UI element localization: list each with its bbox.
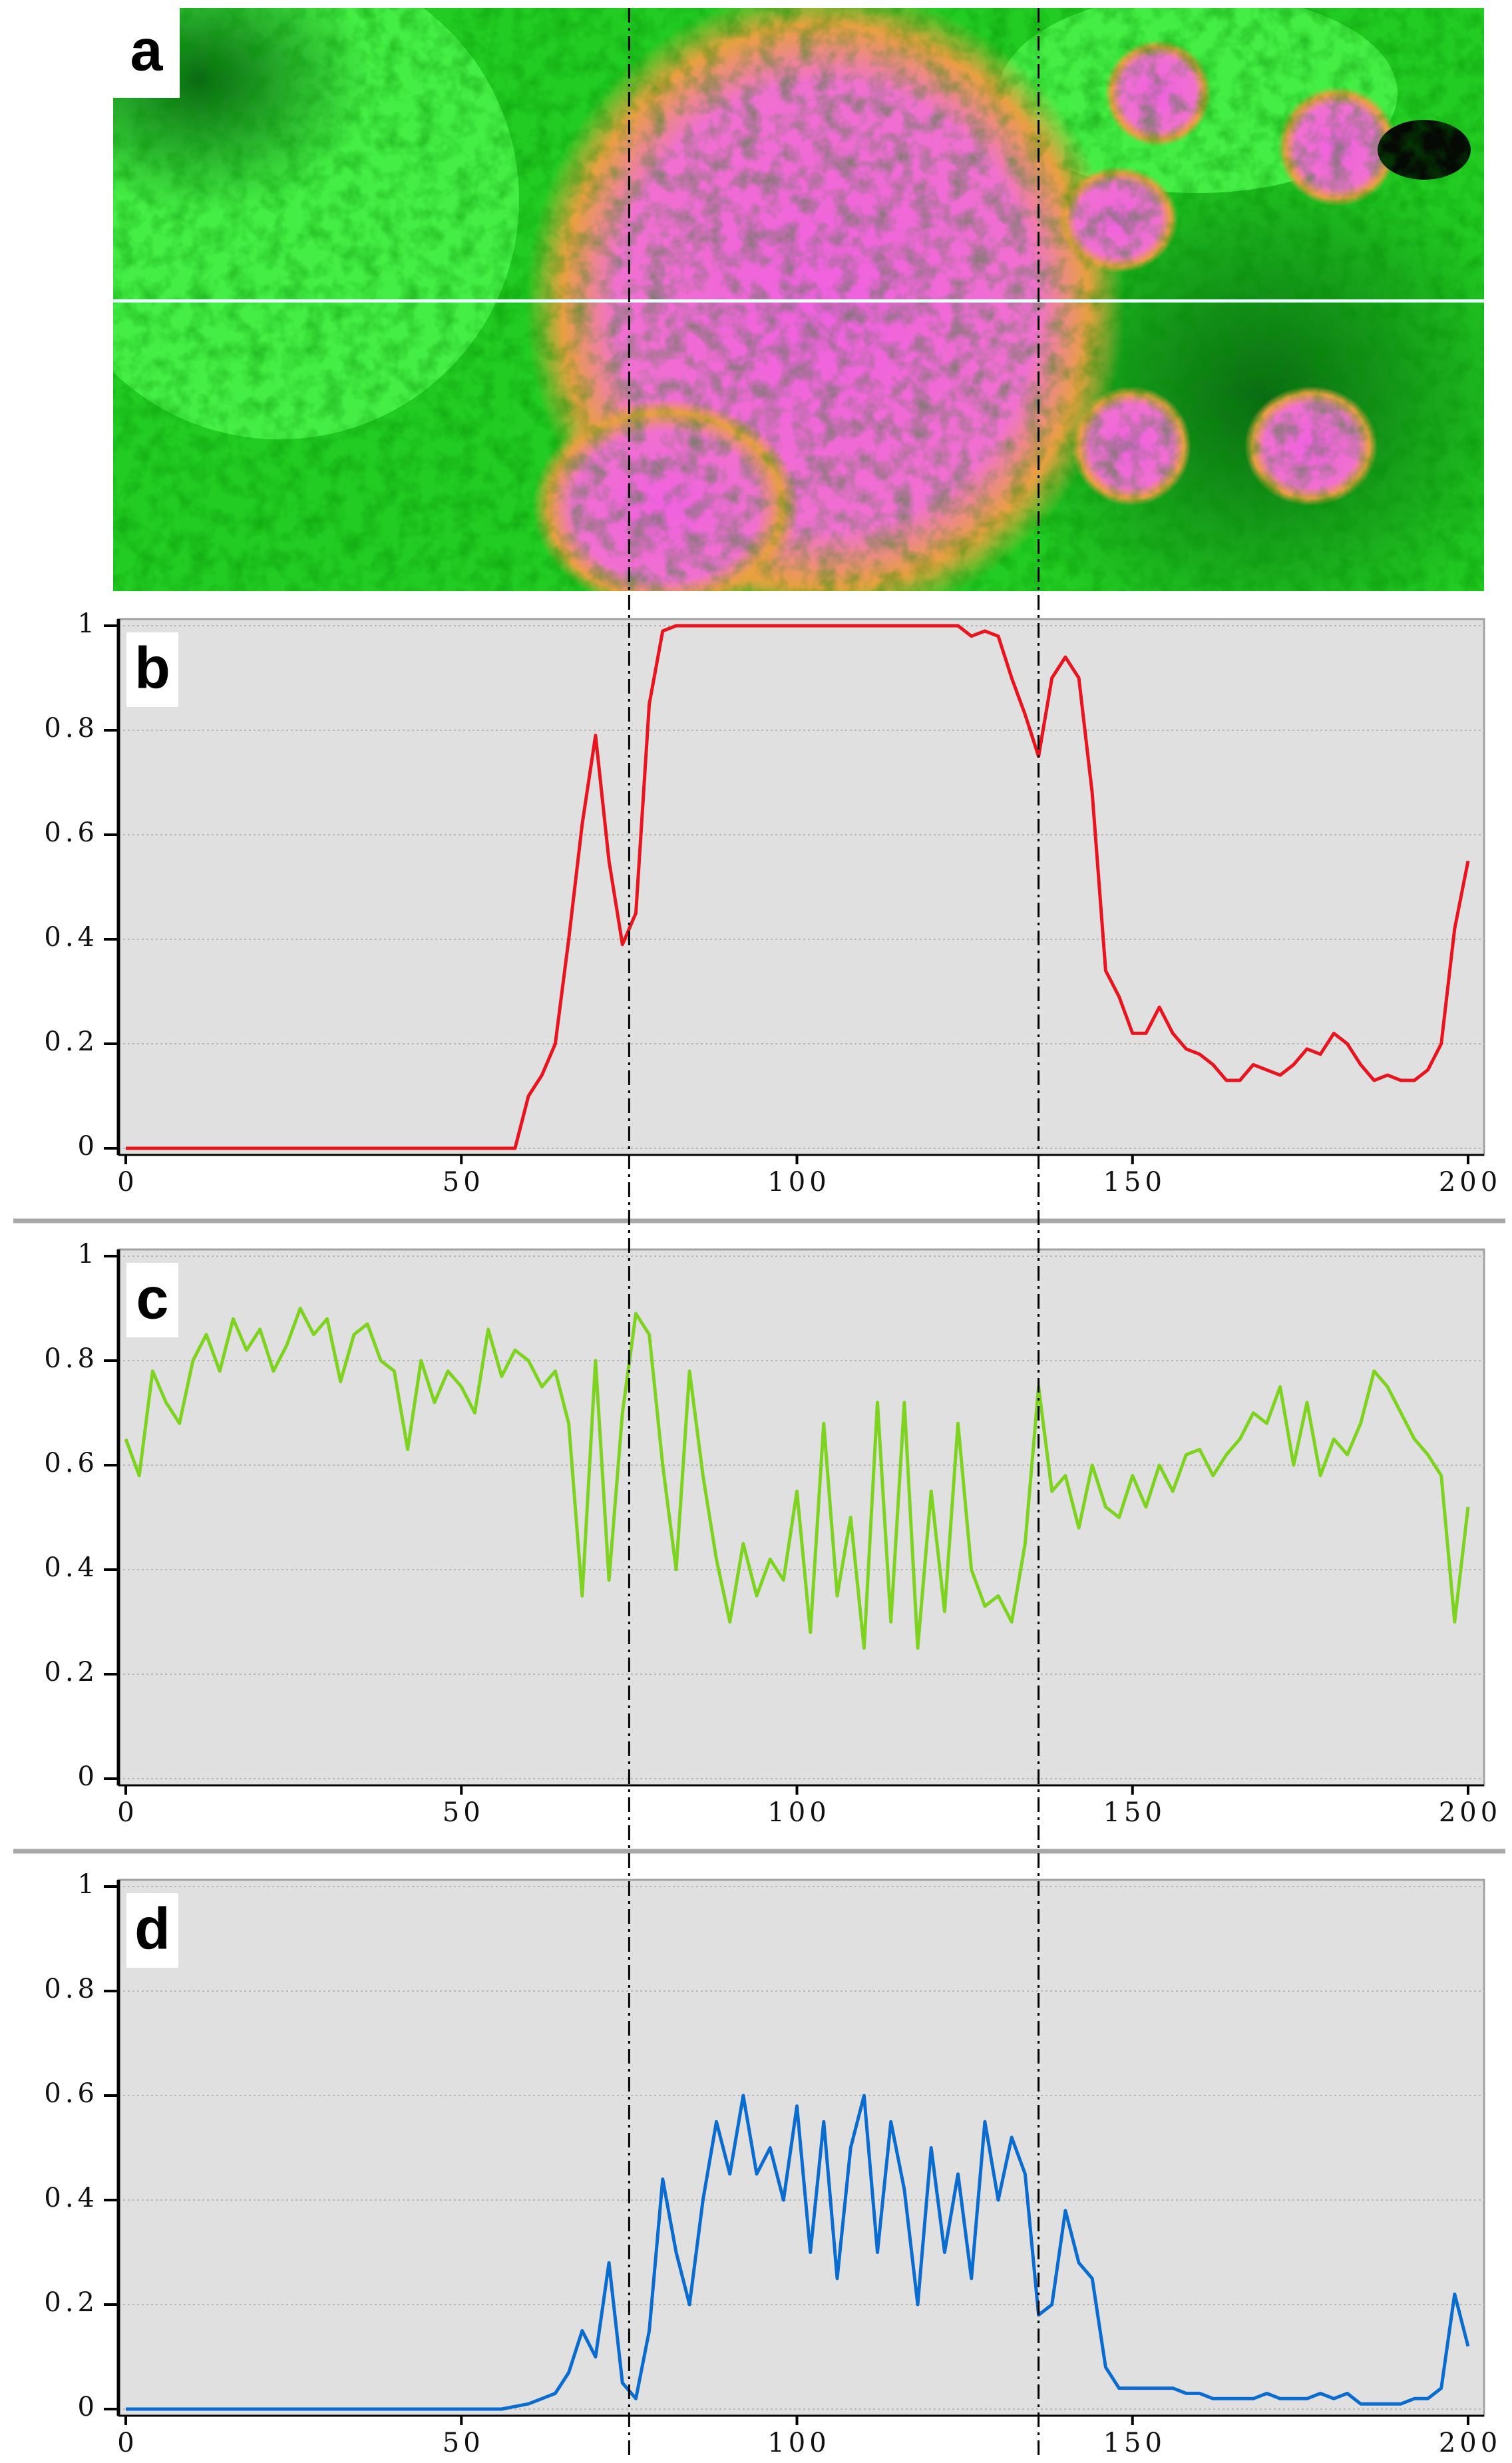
plot-area — [117, 1248, 1485, 1787]
panel-label-box — [126, 632, 178, 707]
x-tick-label: 100 — [767, 2428, 830, 2458]
y-tick-label: 0 — [78, 1131, 98, 1162]
panel-label-box — [126, 1263, 178, 1337]
x-tick-label: 0 — [117, 1167, 138, 1198]
y-tick-label: 0.6 — [44, 817, 98, 848]
y-tick-label: 0.4 — [44, 2183, 98, 2213]
panel-label-box — [113, 8, 180, 98]
x-tick-label: 100 — [767, 1797, 830, 1828]
y-tick-label: 0.4 — [44, 1552, 98, 1583]
y-tick-label: 1 — [78, 1869, 98, 1900]
y-tick-label: 0 — [78, 2392, 98, 2422]
x-tick-label: 200 — [1439, 1167, 1501, 1198]
y-tick-label: 0.8 — [44, 713, 98, 744]
data-line — [126, 624, 1470, 1150]
x-tick-label: 0 — [117, 2428, 138, 2458]
x-tick-label: 50 — [443, 1797, 484, 1828]
y-tick-label: 0.6 — [44, 2078, 98, 2109]
x-tick-label: 150 — [1103, 1167, 1166, 1198]
y-tick-label: 0.6 — [44, 1448, 98, 1478]
panel-label: b — [134, 634, 170, 700]
y-tick-label: 0.8 — [44, 1974, 98, 2004]
data-line — [126, 2094, 1470, 2411]
x-tick-label: 100 — [767, 1167, 830, 1198]
y-tick-label: 1 — [78, 1239, 98, 1269]
y-tick-label: 0.8 — [44, 1343, 98, 1374]
x-tick-label: 200 — [1439, 1797, 1501, 1828]
y-tick-label: 0.2 — [44, 1657, 98, 1687]
panel-label-box — [126, 1893, 178, 1968]
y-tick-label: 0.2 — [44, 1026, 98, 1057]
x-tick-label: 50 — [443, 1167, 484, 1198]
panel-label: a — [130, 17, 164, 83]
x-tick-label: 200 — [1439, 2428, 1501, 2458]
y-tick-label: 1 — [78, 608, 98, 639]
panel-label: c — [136, 1265, 169, 1331]
y-tick-label: 0.2 — [44, 2287, 98, 2318]
data-line — [124, 1307, 1470, 1650]
y-tick-label: 0.4 — [44, 922, 98, 953]
satellite-image — [113, 8, 1484, 591]
y-tick-label: 0 — [78, 1761, 98, 1792]
x-tick-label: 50 — [443, 2428, 484, 2458]
x-tick-label: 150 — [1103, 2428, 1166, 2458]
x-tick-label: 0 — [117, 1797, 138, 1828]
x-tick-label: 150 — [1103, 1797, 1166, 1828]
panel-label: d — [134, 1895, 170, 1961]
